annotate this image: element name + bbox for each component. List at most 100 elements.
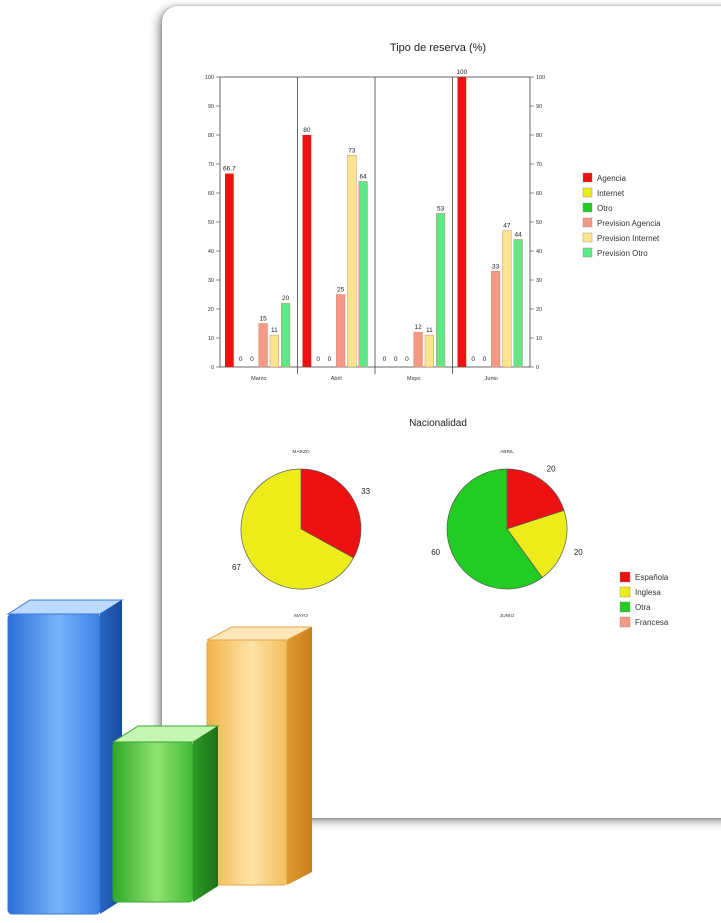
legend-label: Internet [597,189,625,198]
legend-swatch [582,202,593,213]
bar [258,323,268,368]
pie-slice [300,468,362,559]
bar [436,213,446,368]
bar [336,294,346,368]
y-tick-label-left: 60 [208,191,214,197]
bar-chart-title: Tipo de reserva (%) [390,42,486,54]
pie-slice [506,468,565,530]
bar [302,135,312,367]
y-tick-label-right: 0 [536,365,539,371]
bar-value-label: 44 [515,231,523,238]
bar [281,302,291,368]
bar [457,77,467,367]
y-tick-label-left: 50 [208,220,214,226]
bar [413,331,423,368]
legend-swatch [582,187,593,198]
bar-value-label: 100 [456,69,467,76]
legend-label: Otra [635,603,651,612]
pie-slice [446,468,543,590]
x-tick-label: Mayo [407,376,420,382]
legend-swatch [582,172,593,183]
bar-value-label: 15 [260,316,268,323]
legend-swatch [619,601,631,613]
y-tick-label-right: 30 [536,278,542,284]
bar-value-label: 11 [426,327,433,334]
bar-value-label: 0 [316,356,320,363]
bar-value-label: 0 [383,356,387,363]
bar-value-label: 25 [337,287,345,294]
pie-title: ABRIL [500,449,514,455]
bar-value-label: 66.7 [223,166,236,173]
bar-value-label: 20 [282,295,290,302]
bar-value-label: 11 [271,327,278,334]
y-tick-label-left: 0 [211,365,214,371]
bar-value-label: 80 [303,127,311,134]
bar-value-label: 0 [483,356,487,363]
pie-slice [506,510,568,579]
pie-slice-label: 67 [232,563,241,572]
bar [513,239,523,368]
pie-title: JUNIO [500,613,515,619]
pie-slice-label: 60 [431,548,440,557]
y-tick-label-right: 90 [536,104,542,110]
bar-value-label: 0 [250,356,254,363]
bar-value-label: 53 [437,205,445,212]
legend-label: Prevision Agencia [597,219,661,228]
y-tick-label-right: 60 [536,191,542,197]
y-tick-label-left: 30 [208,278,214,284]
legend-swatch [619,571,631,583]
legend-label: Francesa [635,618,669,627]
legend-swatch [619,586,631,598]
bar [347,155,357,368]
legend-swatch [582,217,593,228]
y-tick-label-left: 70 [208,162,214,168]
legend-label: Agencia [597,174,626,183]
y-tick-label-left: 40 [208,249,214,255]
pie-slice-label: 20 [574,548,583,557]
y-tick-label-right: 80 [536,133,542,139]
x-tick-label: Marzo [251,376,266,382]
bar-value-label: 47 [503,223,511,230]
bar-value-label: 0 [239,356,243,363]
y-tick-label-right: 70 [536,162,542,168]
x-tick-label: Junio [485,376,498,382]
legend-swatch [619,616,631,628]
y-tick-label-left: 90 [208,104,214,110]
legend-label: Otro [597,204,613,213]
y-tick-label-right: 40 [536,249,542,255]
bar-value-label: 33 [492,263,500,270]
bar-value-label: 0 [405,356,409,363]
pie-slice [240,468,355,590]
pie-slice-label: 20 [547,464,556,473]
y-tick-label-left: 10 [208,336,214,342]
legend-label: Española [635,573,669,582]
pie-charts: MARZO 33 67 ABRIL 20 20 60 MAYO JUNIO [232,449,583,619]
bar [424,334,434,368]
legend-label: Prevision Otro [597,249,648,258]
bar-value-label: 0 [394,356,398,363]
pie-slice-label: 33 [361,487,370,496]
bar-value-label: 12 [415,324,423,331]
bar-chart-legend: Agencia Internet Otro Prevision Agencia Prev… [582,172,661,258]
x-tick-label: Abril [331,376,342,382]
bar [269,334,279,368]
bar [502,230,512,368]
pie-title: MAYO [294,613,308,619]
y-tick-label-left: 100 [205,75,214,81]
y-tick-label-right: 50 [536,220,542,226]
bar [225,173,234,367]
legend-label: Prevision Internet [597,234,660,243]
bar-value-label: 0 [471,356,475,363]
legend-swatch [582,247,593,258]
bar-value-label: 0 [328,356,332,363]
y-tick-label-right: 10 [536,336,542,342]
y-tick-label-right: 100 [536,75,545,81]
y-tick-label-left: 20 [208,307,214,313]
legend-swatch [582,232,593,243]
legend-label: Inglesa [635,588,661,597]
y-tick-label-left: 80 [208,133,214,139]
bar-value-label: 64 [360,173,368,180]
y-tick-label-right: 20 [536,307,542,313]
